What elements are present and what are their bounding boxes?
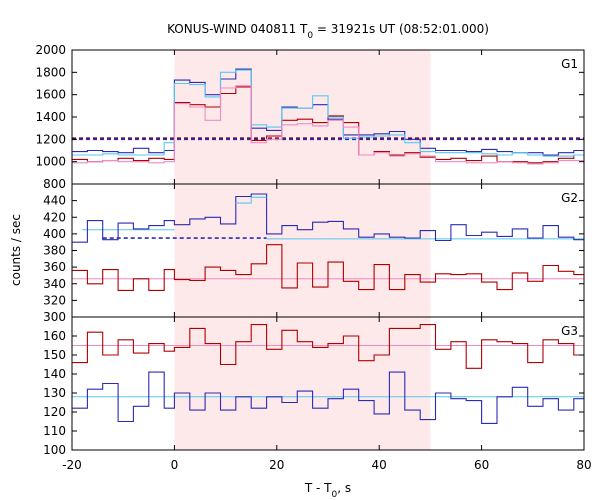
y-tick-label: 360	[43, 260, 66, 274]
y-tick-label: 320	[43, 293, 66, 307]
x-tick-label: -20	[62, 458, 82, 472]
series-blue	[72, 193, 584, 243]
y-tick-label: 800	[43, 177, 66, 191]
y-tick-label: 150	[43, 348, 66, 362]
y-tick-label: 2000	[35, 43, 66, 57]
y-tick-label: 400	[43, 227, 66, 241]
series-cyan	[235, 196, 267, 204]
panel-label: G1	[561, 57, 578, 71]
series-pink	[72, 85, 584, 165]
y-tick-label: 380	[43, 244, 66, 258]
y-tick-label: 100	[43, 443, 66, 457]
x-tick-label: 80	[576, 458, 591, 472]
panel-label: G3	[561, 324, 578, 338]
y-tick-label: 1600	[35, 88, 66, 102]
series-blue	[72, 371, 584, 424]
panel-frame	[71, 316, 585, 451]
chart-title: KONUS-WIND 040811 T0 = 31921s UT (08:52:…	[167, 22, 489, 41]
y-tick-label: 1400	[35, 110, 66, 124]
panel-g3: 100 110 120 130 140 150 160 G3	[43, 316, 585, 457]
plot-area: 800100012001400160018002000G130032034036…	[35, 43, 591, 472]
x-tick-label: 60	[474, 458, 489, 472]
y-tick-label: 300	[43, 310, 66, 324]
x-tick-label: 40	[372, 458, 387, 472]
x-tick-label: 0	[171, 458, 179, 472]
y-axis-title: counts / sec	[9, 214, 23, 286]
y-tick-label: 1800	[35, 65, 66, 79]
y-tick-label: 1000	[35, 155, 66, 169]
y-tick-label: 140	[43, 367, 66, 381]
y-tick-label: 130	[43, 386, 66, 400]
y-tick-label: 1200	[35, 132, 66, 146]
y-tick-label: 120	[43, 405, 66, 419]
y-tick-label: 440	[43, 194, 66, 208]
x-axis-title: T - T0, s	[304, 481, 351, 500]
y-tick-label: 110	[43, 424, 66, 438]
series-dark-red	[72, 244, 584, 291]
x-tick-label: 20	[269, 458, 284, 472]
y-tick-label: 160	[43, 329, 66, 343]
y-tick-label: 340	[43, 277, 66, 291]
panel-label: G2	[561, 191, 578, 205]
series-dark-red	[72, 324, 584, 369]
y-tick-label: 420	[43, 210, 66, 224]
panel-g1: 800 1000 1200 1400 1600 1800 2000 G1	[35, 43, 585, 191]
highlight-region	[174, 50, 431, 450]
